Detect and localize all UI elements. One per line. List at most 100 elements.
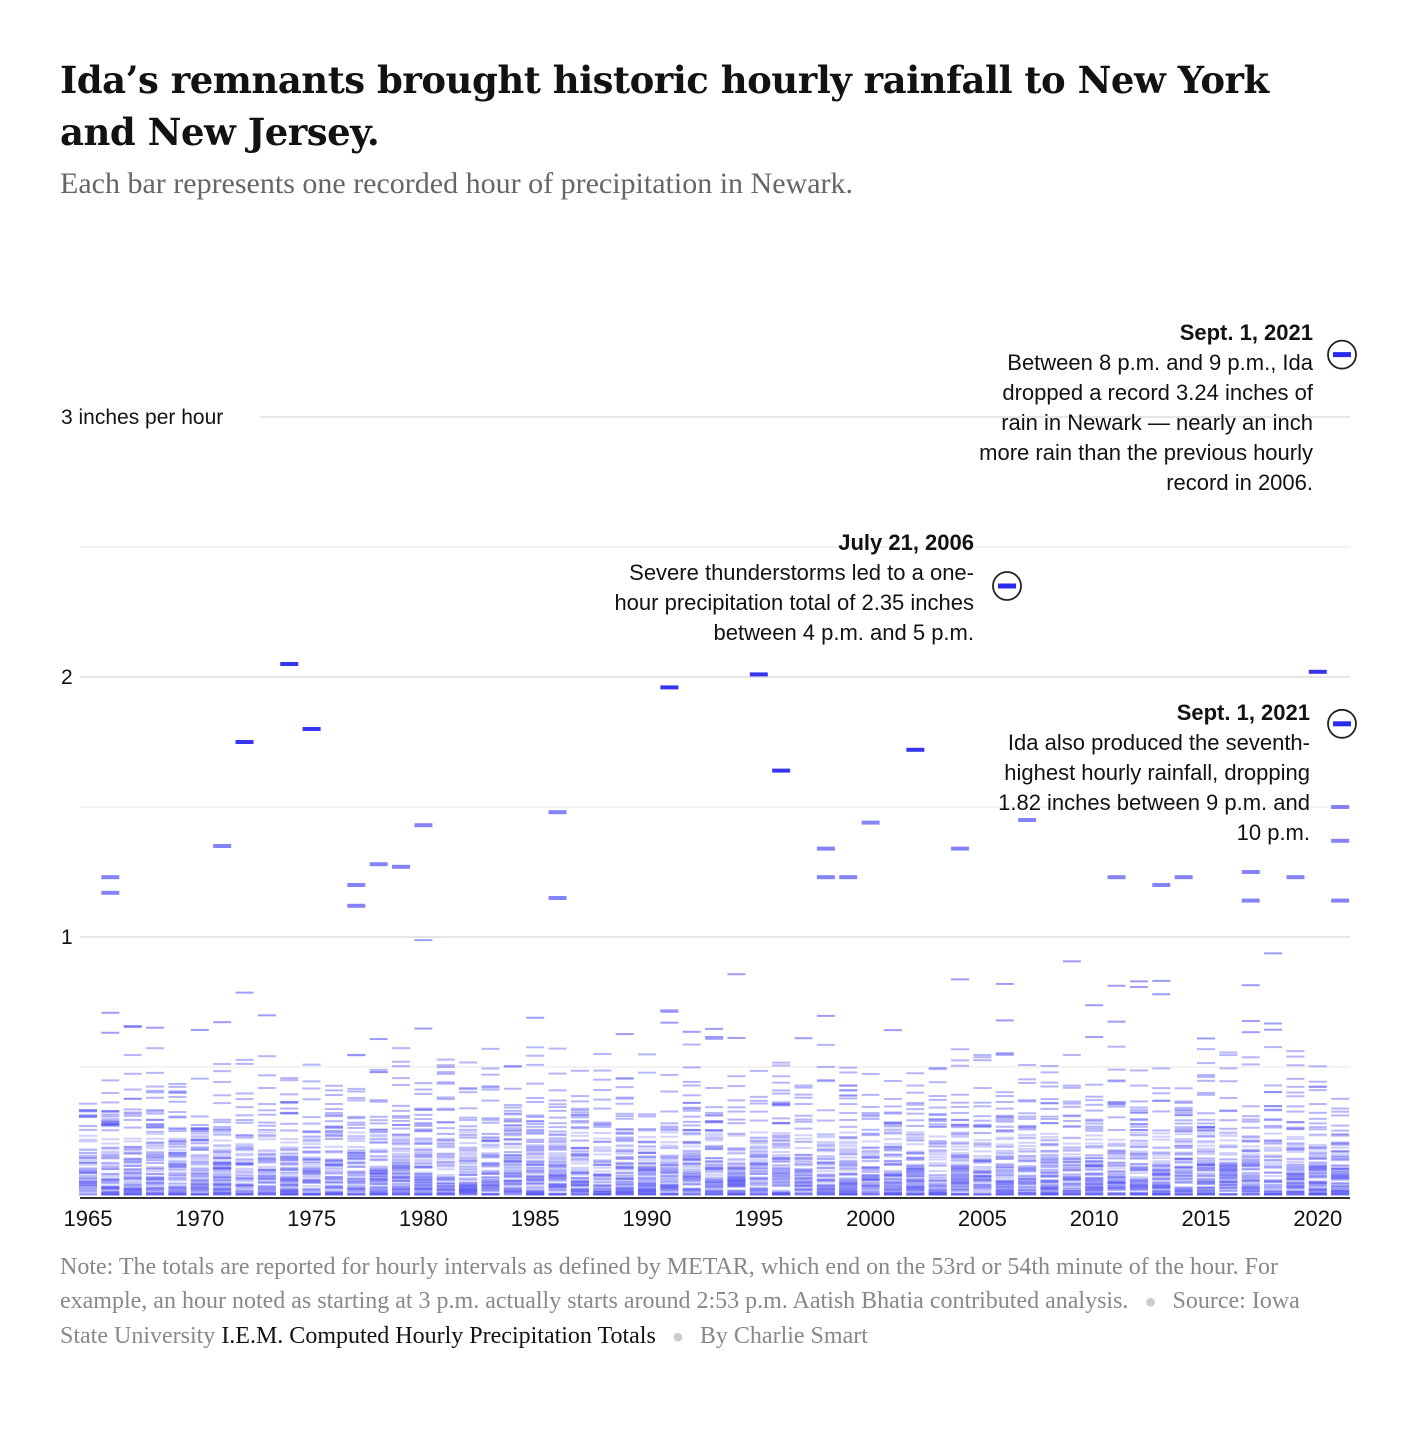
- hour-bar: [369, 1193, 388, 1196]
- hour-bar: [816, 1170, 835, 1173]
- hour-bar: [906, 1133, 925, 1136]
- hour-bar: [1152, 1193, 1171, 1196]
- hour-bar: [324, 1163, 343, 1166]
- hour-bar: [324, 1159, 343, 1162]
- hour-bar: [1331, 1175, 1350, 1178]
- hour-bar: [1085, 1160, 1104, 1163]
- hour-bar: [839, 1191, 858, 1194]
- hour-bar: [928, 1145, 947, 1148]
- hour-bar: [235, 1170, 254, 1173]
- hour-bar: [526, 1193, 545, 1196]
- hour-bar: [727, 1075, 746, 1078]
- hour-bar: [727, 1193, 746, 1196]
- hour-bar: [1174, 1193, 1193, 1196]
- hour-bar: [1286, 1121, 1305, 1124]
- hour-bar: [816, 1136, 835, 1139]
- hour-bar: [570, 1191, 589, 1194]
- hour-bar: [146, 1176, 165, 1179]
- hour-bar: [481, 1180, 500, 1183]
- hour-bar: [436, 1160, 455, 1163]
- hour-bar: [727, 1132, 746, 1135]
- hour-bar: [1085, 1103, 1104, 1106]
- hour-bar: [1018, 1185, 1037, 1188]
- hour-bar: [1018, 1124, 1037, 1127]
- hour-bar: [1018, 1169, 1037, 1172]
- hour-bar: [548, 1183, 567, 1186]
- hour-bar: [615, 1164, 634, 1167]
- hour-bar: [347, 1193, 366, 1196]
- hour-bar: [302, 1170, 321, 1173]
- hour-bar: [1107, 1145, 1126, 1148]
- hour-bar: [1331, 1124, 1350, 1127]
- hour-bar: [772, 1193, 791, 1196]
- hour-bar: [302, 1150, 321, 1153]
- hour-bar: [1331, 1135, 1350, 1138]
- hour-bar: [1107, 1165, 1126, 1168]
- hour-bar: [324, 1159, 343, 1162]
- hour-bar: [146, 1178, 165, 1181]
- source-link[interactable]: I.E.M. Computed Hourly Precipitation Tot…: [221, 1323, 656, 1349]
- hour-bar: [526, 1164, 545, 1167]
- hour-bar: [638, 1186, 656, 1189]
- hour-bar: [369, 1187, 388, 1190]
- hour-bar: [906, 1193, 925, 1196]
- hour-bar: [839, 1131, 858, 1134]
- hour-bar: [168, 1188, 187, 1191]
- hour-bar: [369, 1175, 388, 1178]
- hour-bar: [123, 1147, 142, 1150]
- hour-bar: [347, 1184, 366, 1187]
- hour-bar: [1308, 1184, 1327, 1187]
- hour-bar: [995, 1115, 1014, 1118]
- hour-bar: [973, 1175, 992, 1178]
- hour-bar: [973, 1150, 992, 1153]
- hour-bar: [436, 1139, 455, 1142]
- hour-bar: [839, 1185, 858, 1188]
- hour-bar: [839, 1164, 858, 1167]
- hour-bar: [570, 1189, 589, 1192]
- hour-bar: [347, 1189, 366, 1192]
- hour-bar: [682, 1145, 701, 1148]
- hour-bar: [213, 1186, 232, 1189]
- hour-bar: [168, 1179, 187, 1182]
- hour-bar: [1264, 1148, 1283, 1151]
- hour-bar: [1085, 1164, 1104, 1167]
- hour-bar: [995, 1170, 1014, 1173]
- hour-bar: [638, 1113, 656, 1116]
- hour-bar: [1152, 1164, 1171, 1167]
- hour-bar: [861, 1174, 880, 1177]
- hour-bar: [1331, 1150, 1350, 1153]
- hour-bar: [816, 1133, 835, 1136]
- hour-bar: [1286, 1144, 1305, 1147]
- hour-bar: [951, 1148, 970, 1151]
- hour-bar: [973, 1175, 992, 1178]
- hour-bar: [906, 1112, 925, 1115]
- hour-bar: [146, 1162, 165, 1165]
- hour-bar: [1018, 1182, 1037, 1185]
- hour-bar: [1197, 1164, 1215, 1167]
- hour-bar: [190, 1183, 209, 1186]
- hour-bar: [973, 1159, 992, 1162]
- hour-bar: [235, 1152, 254, 1155]
- hour-bar: [883, 1175, 902, 1178]
- hour-bar: [1219, 1109, 1238, 1112]
- hour-bar: [1286, 1193, 1305, 1196]
- hour-bar: [548, 1193, 567, 1196]
- hour-bar: [883, 1112, 902, 1115]
- hour-bar: [1152, 1132, 1171, 1135]
- hour-bar: [548, 1187, 567, 1190]
- hour-bar: [302, 1193, 321, 1196]
- hour-bar: [1129, 1134, 1148, 1137]
- hour-bar: [883, 1180, 902, 1183]
- hour-bar: [503, 1175, 522, 1178]
- hour-bar: [1040, 1139, 1059, 1142]
- hour-bar: [928, 1188, 947, 1191]
- hour-bar: [705, 1114, 724, 1117]
- hour-bar: [235, 1180, 254, 1183]
- hour-bar: [302, 1166, 321, 1169]
- hour-bar: [392, 1176, 411, 1179]
- hour-bar: [1197, 1189, 1215, 1192]
- hour-bar: [436, 1189, 455, 1192]
- hour-bar: [257, 1113, 276, 1116]
- hour-bar: [682, 1133, 701, 1136]
- hour-bar: [816, 1109, 835, 1112]
